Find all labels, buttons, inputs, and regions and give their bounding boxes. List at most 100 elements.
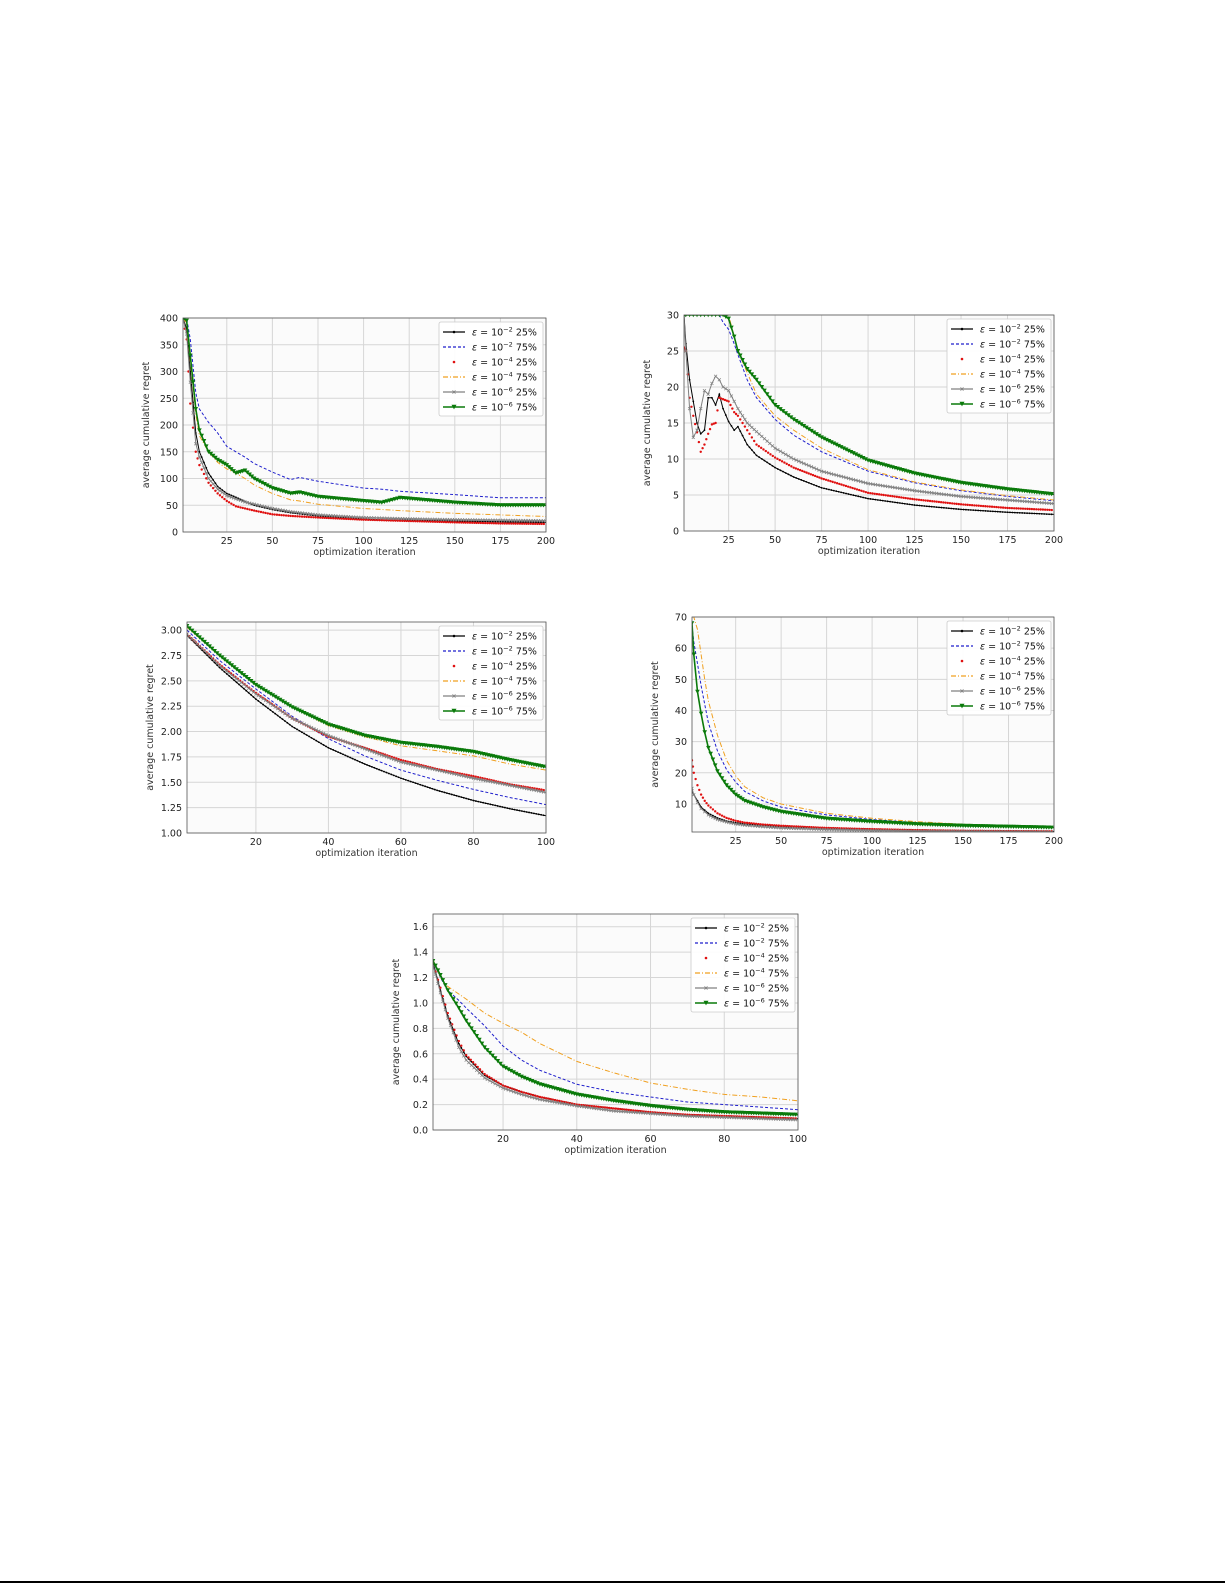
legend-entry: ε = 10−6 75% [951, 398, 1045, 411]
y-tick-label: 1.00 [161, 829, 182, 840]
svg-text:ε = 10−6 25%: ε = 10−6 25% [472, 690, 537, 703]
x-tick-label: 200 [537, 536, 555, 547]
svg-text:ε = 10−4 75%: ε = 10−4 75% [980, 368, 1045, 381]
legend: ε = 10−2 25% ε = 10−2 75% ε = 10−4 25% ε = … [946, 318, 1052, 414]
x-tick-label: 80 [467, 837, 479, 848]
y-tick-label: 1.2 [413, 973, 428, 984]
y-tick-label: 0.0 [413, 1126, 428, 1137]
legend-entry: ε = 10−6 25% [695, 982, 789, 995]
chart-4: 25 50 75 100 125 150 175 200 10 20 30 40 50 60 70 optim… [644, 609, 1063, 866]
y-tick-label: 350 [160, 340, 178, 351]
y-axis-label: average cumulative regret [145, 664, 156, 791]
legend-entry: ε = 10−2 25% [443, 630, 537, 643]
y-tick-label: 2.75 [161, 651, 182, 662]
svg-text:ε = 10−4 25%: ε = 10−4 25% [980, 353, 1045, 366]
svg-text:ε = 10−6 75%: ε = 10−6 75% [980, 700, 1045, 713]
svg-text:ε = 10−2 75%: ε = 10−2 75% [472, 645, 537, 658]
legend-entry: ε = 10−2 75% [695, 937, 789, 950]
legend-entry: ε = 10−6 25% [443, 386, 537, 399]
x-tick-label: 80 [718, 1134, 730, 1145]
series-2 [684, 315, 1054, 502]
x-tick-label: 125 [905, 535, 923, 546]
legend-entry: ε = 10−2 75% [443, 341, 537, 354]
x-tick-label: 20 [250, 837, 262, 848]
x-tick-label: 125 [908, 836, 926, 847]
chart-2: 25 50 75 100 125 150 175 200 0 5 10 15 20 25 30 optimiz… [636, 307, 1063, 565]
svg-text:ε = 10−6 25%: ε = 10−6 25% [472, 386, 537, 399]
legend-entry: ε = 10−4 25% [960, 353, 1045, 366]
series-5 [187, 632, 546, 794]
y-tick-label: 1.75 [161, 752, 182, 763]
svg-text:ε = 10−2 25%: ε = 10−2 25% [472, 326, 537, 339]
x-tick-label: 50 [769, 535, 781, 546]
legend: ε = 10−2 25% ε = 10−2 75% ε = 10−4 25% ε = … [438, 625, 544, 721]
legend-entry: ε = 10−6 75% [695, 997, 789, 1010]
legend-entry: ε = 10−2 25% [951, 625, 1045, 638]
y-tick-label: 300 [160, 367, 178, 378]
x-tick-label: 60 [395, 837, 407, 848]
series-3 [183, 318, 546, 526]
y-tick-label: 10 [667, 455, 679, 466]
y-tick-label: 2.00 [161, 727, 182, 738]
y-tick-label: 2.25 [161, 702, 182, 713]
legend-entry: ε = 10−4 75% [695, 967, 789, 980]
x-tick-label: 50 [266, 536, 278, 547]
x-axis-label: optimization iteration [564, 1145, 666, 1156]
y-tick-label: 150 [160, 447, 178, 458]
legend-entry: ε = 10−4 25% [960, 655, 1045, 668]
x-tick-label: 25 [221, 536, 233, 547]
y-tick-label: 200 [160, 421, 178, 432]
series-6 [183, 318, 546, 508]
svg-text:ε = 10−4 25%: ε = 10−4 25% [980, 655, 1045, 668]
chart-svg: 20 40 60 80 100 0.0 0.2 0.4 0.6 0.8 1.0 1.2 1.4 1.6 op… [391, 913, 807, 1156]
chart-1: 25 50 75 100 125 150 175 200 0 50 100 150 200 250 300 3… [135, 310, 555, 566]
x-tick-label: 150 [446, 536, 464, 547]
series-5 [433, 963, 798, 1122]
chart-svg: 20 40 60 80 100 1.00 1.25 1.50 1.75 2.00 2.25 2.50 2… [145, 621, 555, 859]
svg-text:ε = 10−6 75%: ε = 10−6 75% [980, 398, 1045, 411]
x-tick-label: 20 [497, 1134, 509, 1145]
series-6 [692, 621, 1054, 830]
legend-entry: ε = 10−2 25% [951, 323, 1045, 336]
y-tick-label: 0.8 [413, 1024, 428, 1035]
svg-text:ε = 10−2 25%: ε = 10−2 25% [980, 323, 1045, 336]
legend-entry: ε = 10−4 25% [452, 356, 537, 369]
y-tick-label: 0.4 [413, 1075, 428, 1086]
legend-entry: ε = 10−4 75% [443, 371, 537, 384]
series-6 [433, 959, 798, 1117]
series-1 [684, 315, 1054, 516]
svg-text:ε = 10−4 25%: ε = 10−4 25% [472, 660, 537, 673]
legend-entry: ε = 10−6 25% [443, 690, 537, 703]
legend-entry: ε = 10−4 75% [951, 368, 1045, 381]
y-tick-label: 1.6 [413, 922, 428, 933]
y-tick-label: 50 [166, 501, 178, 512]
svg-text:ε = 10−6 75%: ε = 10−6 75% [724, 997, 789, 1010]
y-axis-label: average cumulative regret [650, 661, 661, 788]
x-tick-label: 100 [859, 535, 877, 546]
svg-text:ε = 10−2 75%: ε = 10−2 75% [980, 338, 1045, 351]
svg-text:ε = 10−4 75%: ε = 10−4 75% [472, 371, 537, 384]
y-tick-label: 1.4 [413, 948, 428, 959]
x-tick-label: 75 [821, 836, 833, 847]
chart-svg: 25 50 75 100 125 150 175 200 0 5 10 15 20 25 30 optimiz… [642, 311, 1063, 558]
series-4 [433, 959, 798, 1102]
y-tick-label: 50 [675, 675, 687, 686]
legend-entry: ε = 10−2 75% [443, 645, 537, 658]
y-axis-label: average cumulative regret [141, 361, 152, 488]
page-bottom-rule [0, 1581, 1225, 1583]
y-tick-label: 10 [675, 799, 687, 810]
x-tick-label: 75 [816, 535, 828, 546]
y-tick-label: 20 [667, 383, 679, 394]
x-axis-label: optimization iteration [822, 847, 924, 858]
y-tick-label: 60 [675, 644, 687, 655]
legend-entry: ε = 10−4 75% [443, 675, 537, 688]
x-tick-label: 150 [954, 836, 972, 847]
series-6 [187, 624, 546, 769]
x-tick-label: 100 [863, 836, 881, 847]
chart-5: 20 40 60 80 100 0.0 0.2 0.4 0.6 0.8 1.0 1.2 1.4 1.6 op… [385, 906, 807, 1164]
y-tick-label: 0 [673, 527, 679, 538]
x-tick-label: 75 [312, 536, 324, 547]
y-tick-label: 100 [160, 474, 178, 485]
svg-text:ε = 10−6 75%: ε = 10−6 75% [472, 401, 537, 414]
series-5 [183, 318, 546, 523]
